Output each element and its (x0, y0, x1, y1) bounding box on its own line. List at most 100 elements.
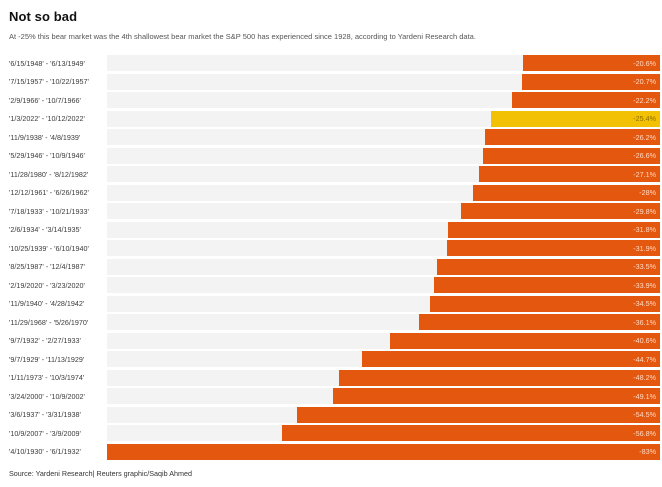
chart-subtitle: At -25% this bear market was the 4th sha… (9, 32, 476, 41)
bar-track: -29.8% (107, 203, 660, 219)
bar-track: -56.8% (107, 425, 660, 441)
chart-row: '11/9/1940' - '4/28/1942' -34.5% (0, 295, 662, 312)
row-date-range-label: '5/29/1946' - '10/9/1946' (9, 151, 85, 160)
row-date-range-label: '1/11/1973' - '10/3/1974' (9, 373, 85, 382)
bar-value-label: -83% (639, 447, 656, 456)
bar: -44.7% (362, 351, 660, 367)
chart-row: '7/18/1933' - '10/21/1933' -29.8% (0, 203, 662, 219)
bar-value-label: -34.5% (633, 299, 656, 308)
chart-row: '11/29/1968' - '5/26/1970' -36.1% (0, 314, 662, 330)
row-date-range-label: '11/28/1980' - '8/12/1982' (9, 169, 89, 179)
chart-row: '4/10/1930' - '6/1/1932' -83% (0, 443, 662, 460)
bar: -83% (107, 443, 660, 460)
chart-row: '1/3/2022' - '10/12/2022' -25.4% (0, 110, 662, 127)
row-date-range-label: '3/6/1937' - '3/31/1938' (9, 410, 81, 419)
chart-row: '11/28/1980' - '8/12/1982' -27.1% (0, 166, 662, 182)
row-date-range-label: '8/25/1987' - '12/4/1987' (9, 262, 85, 271)
bar-track: -22.2% (107, 92, 660, 108)
bar-value-label: -29.8% (633, 206, 656, 216)
bar-track: -25.4% (107, 110, 660, 127)
bar-track: -54.5% (107, 406, 660, 423)
bar-track: -33.9% (107, 277, 660, 293)
bar-value-label: -36.1% (633, 317, 656, 327)
row-date-range-label: '11/9/1940' - '4/28/1942' (9, 299, 85, 308)
chart-row: '3/24/2000' - '10/9/2002' -49.1% (0, 388, 662, 404)
chart-row: '9/7/1929' - '11/13/1929' -44.7% (0, 351, 662, 367)
chart-row: '11/9/1938' - '4/8/1939' -26.2% (0, 129, 662, 145)
bar-value-label: -33.5% (633, 262, 656, 271)
chart-row: '2/6/1934' - '3/14/1935' -31.8% (0, 221, 662, 238)
row-date-range-label: '9/7/1932' - '2/27/1933' (9, 336, 81, 345)
bar: -20.6% (522, 55, 660, 71)
bar-value-label: -49.1% (633, 391, 656, 401)
bar: -31.8% (448, 221, 660, 238)
bar-track: -40.6% (107, 332, 660, 349)
row-date-range-label: '3/24/2000' - '10/9/2002' (9, 391, 85, 401)
chart-row: '1/11/1973' - '10/3/1974' -48.2% (0, 369, 662, 386)
bar-highlighted: -25.4% (490, 110, 660, 127)
row-date-range-label: '10/9/2007' - '3/9/2009' (9, 428, 81, 438)
bar: -28% (473, 184, 660, 201)
bar-track: -34.5% (107, 295, 660, 312)
bar-track: -44.7% (107, 351, 660, 367)
bar: -54.5% (296, 406, 660, 423)
row-date-range-label: '4/10/1930' - '6/1/1932' (9, 447, 81, 456)
bar: -36.1% (419, 314, 660, 330)
bar-value-label: -48.2% (633, 373, 656, 382)
chart-row: '9/7/1932' - '2/27/1933' -40.6% (0, 332, 662, 349)
chart-row: '7/15/1957' - '10/22/1957' -20.7% (0, 73, 662, 90)
bar-track: -31.8% (107, 221, 660, 238)
bar-chart: '6/15/1948' - '6/13/1949' -20.6% '7/15/195… (0, 55, 662, 460)
bar-track: -26.2% (107, 129, 660, 145)
bar: -48.2% (338, 369, 660, 386)
bar-value-label: -20.6% (633, 58, 656, 68)
chart-row: '2/19/2020' - '3/23/2020' -33.9% (0, 277, 662, 293)
bar: -27.1% (479, 166, 660, 182)
bar: -33.9% (434, 277, 660, 293)
row-date-range-label: '10/25/1939' - '6/10/1940' (9, 243, 89, 253)
row-date-range-label: '12/12/1961' - '6/26/1962' (9, 188, 89, 197)
row-date-range-label: '7/18/1933' - '10/21/1933' (9, 206, 89, 216)
chart-header: Not so bad At -25% this bear market was … (0, 0, 662, 41)
bar: -26.6% (482, 147, 660, 164)
chart-title: Not so bad (9, 9, 78, 24)
chart-row: '10/25/1939' - '6/10/1940' -31.9% (0, 240, 662, 256)
chart-row: '8/25/1987' - '12/4/1987' -33.5% (0, 258, 662, 275)
bar: -56.8% (281, 425, 660, 441)
bar-track: -20.6% (107, 55, 660, 71)
chart-row: '2/9/1966' - '10/7/1966' -22.2% (0, 92, 662, 108)
bar: -31.9% (447, 240, 660, 256)
row-date-range-label: '2/9/1966' - '10/7/1966' (9, 95, 81, 105)
bar: -33.5% (436, 258, 660, 275)
bar-track: -36.1% (107, 314, 660, 330)
bar-value-label: -20.7% (633, 77, 656, 86)
source-note: Source: Yardeni Research| Reuters graphi… (9, 468, 192, 478)
bar-track: -48.2% (107, 369, 660, 386)
bar: -22.2% (512, 92, 660, 108)
bar-track: -83% (107, 443, 660, 460)
row-date-range-label: '7/15/1957' - '10/22/1957' (9, 77, 89, 86)
bar-value-label: -33.9% (633, 280, 656, 290)
row-date-range-label: '1/3/2022' - '10/12/2022' (9, 114, 85, 123)
bar-track: -31.9% (107, 240, 660, 256)
bar-track: -20.7% (107, 73, 660, 90)
row-date-range-label: '2/6/1934' - '3/14/1935' (9, 225, 81, 234)
bar: -34.5% (430, 295, 660, 312)
chart-row: '3/6/1937' - '3/31/1938' -54.5% (0, 406, 662, 423)
row-date-range-label: '6/15/1948' - '6/13/1949' (9, 58, 85, 68)
bar-track: -28% (107, 184, 660, 201)
row-date-range-label: '11/29/1968' - '5/26/1970' (9, 317, 89, 327)
bar-value-label: -26.6% (633, 151, 656, 160)
bar: -26.2% (485, 129, 660, 145)
bar-value-label: -22.2% (633, 95, 656, 105)
bar-value-label: -28% (639, 188, 656, 197)
bar-track: -27.1% (107, 166, 660, 182)
bar-value-label: -27.1% (633, 169, 656, 179)
bar-value-label: -26.2% (633, 132, 656, 142)
chart-row: '12/12/1961' - '6/26/1962' -28% (0, 184, 662, 201)
row-date-range-label: '9/7/1929' - '11/13/1929' (9, 354, 85, 364)
bar: -29.8% (461, 203, 660, 219)
bar: -20.7% (522, 73, 660, 90)
bar-value-label: -31.9% (633, 243, 656, 253)
bar-track: -26.6% (107, 147, 660, 164)
